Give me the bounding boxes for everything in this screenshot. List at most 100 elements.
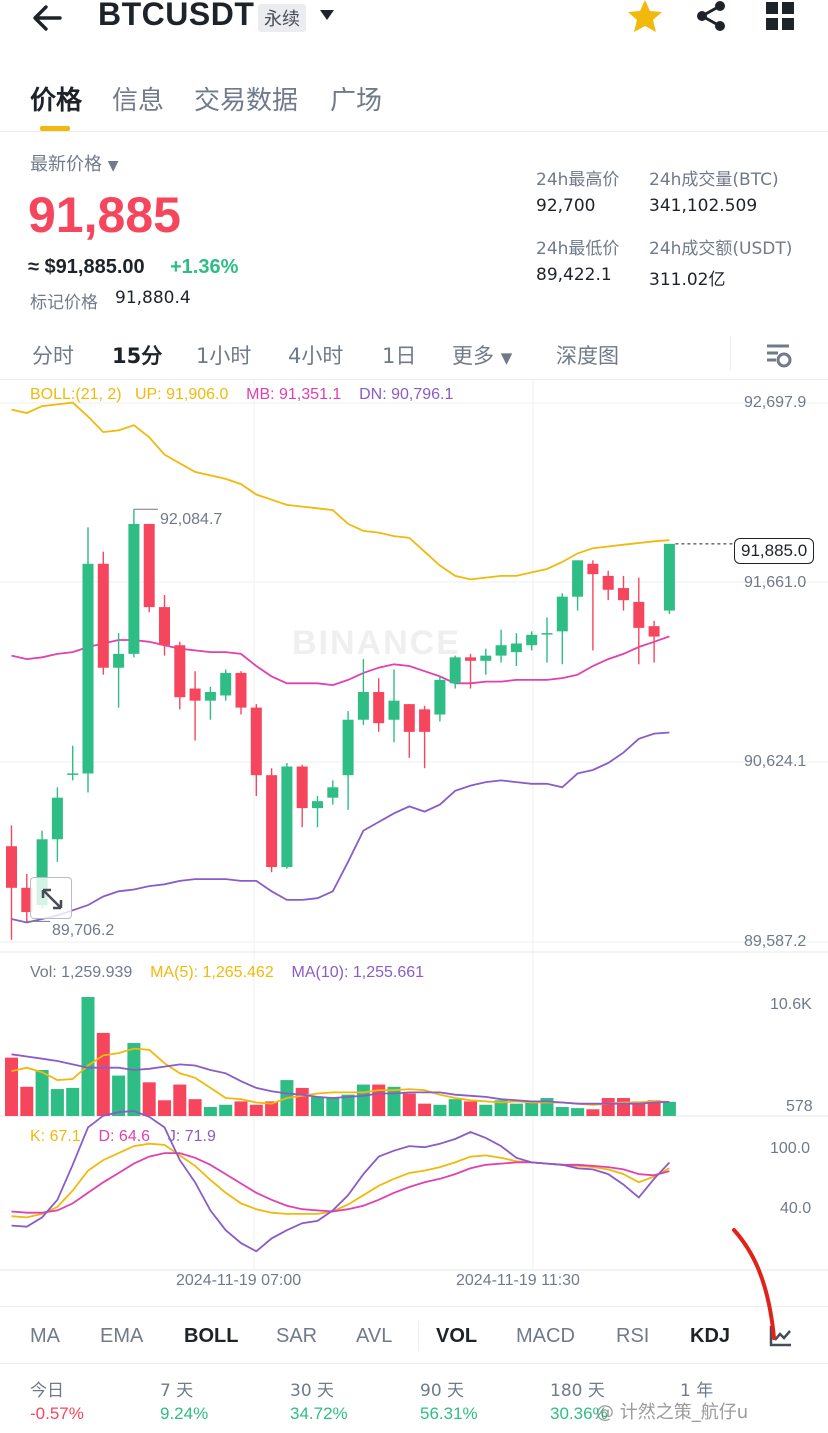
chart-settings-icon[interactable]	[764, 340, 794, 370]
grid-menu-icon[interactable]	[764, 0, 796, 32]
perf-label-1y: 1 年	[680, 1381, 714, 1401]
candle-down	[618, 588, 629, 601]
caret-down-icon[interactable]	[318, 8, 336, 22]
candle-down	[6, 846, 17, 888]
candle-up	[357, 692, 369, 720]
candle-up	[67, 773, 79, 775]
volume-bar	[50, 1089, 64, 1116]
volume-legend: Vol: 1,259.939 MA(5): 1,265.462 MA(10): …	[30, 964, 424, 982]
volume-bar	[555, 1107, 569, 1116]
volume-bar	[326, 1098, 340, 1116]
boll-upper-line	[11, 401, 670, 581]
kdj-tick: 100.0	[770, 1140, 811, 1157]
expand-chart-button[interactable]	[30, 877, 72, 919]
candle-down	[174, 645, 186, 698]
volume-bar	[494, 1100, 508, 1116]
volume-btc-value: 341,102.509	[649, 196, 758, 216]
volume-bar	[219, 1104, 233, 1116]
kdj-d: D: 64.6	[98, 1128, 151, 1145]
volume-bar	[525, 1102, 539, 1116]
volume-bar	[509, 1103, 523, 1116]
candle-down	[21, 887, 33, 913]
tab-price[interactable]: 价格	[30, 86, 83, 116]
interval-4h[interactable]: 4小时	[288, 344, 344, 368]
volume-bar	[601, 1098, 615, 1116]
interval-15m[interactable]: 15分	[112, 344, 163, 368]
candle-down	[602, 575, 614, 590]
kline-chart[interactable]	[0, 380, 828, 1306]
volume-bar	[20, 1086, 34, 1116]
interval-1d[interactable]: 1日	[382, 344, 417, 368]
indicator-settings-icon[interactable]	[768, 1323, 794, 1349]
interval-depth[interactable]: 深度图	[556, 344, 619, 368]
low-24h-value: 89,422.1	[536, 265, 612, 285]
tab-square[interactable]: 广场	[330, 86, 383, 116]
candle-up	[495, 645, 507, 656]
volume-bar	[112, 1075, 126, 1116]
top-bar: BTCUSDT 永续	[0, 0, 828, 42]
boll-legend: BOLL:(21, 2) UP: 91,906.0 MB: 91,351.1 D…	[30, 386, 453, 404]
volume-bar	[418, 1103, 432, 1116]
volume-bar	[81, 997, 95, 1116]
perf-label-today: 今日	[30, 1381, 64, 1401]
candle-down	[143, 523, 155, 608]
divider	[730, 336, 731, 370]
candle-down	[633, 601, 645, 628]
volume-bar	[448, 1099, 462, 1116]
candle-up	[51, 797, 63, 840]
latest-price-label[interactable]: 最新价格 ▼	[30, 154, 119, 175]
favorite-star-icon[interactable]	[626, 0, 664, 34]
indicator-bar: MA EMA BOLL SAR AVL VOL MACD RSI KDJ	[0, 1306, 828, 1364]
kdj-legend: K: 67.1 D: 64.6 J: 71.9	[30, 1128, 216, 1146]
expand-arrows-icon	[41, 888, 63, 910]
candle-down	[97, 563, 109, 668]
tab-info[interactable]: 信息	[112, 86, 165, 116]
tab-trading-data[interactable]: 交易数据	[194, 86, 299, 116]
volume-bar	[632, 1101, 646, 1116]
indicator-kdj[interactable]: KDJ	[690, 1325, 730, 1347]
fade-overlay	[730, 1317, 746, 1353]
contract-type-badge: 永续	[258, 4, 306, 32]
perf-value-7d: 9.24%	[160, 1404, 209, 1423]
date-label: 2024-11-19 07:00	[176, 1272, 302, 1289]
indicator-ema[interactable]: EMA	[100, 1325, 144, 1347]
indicator-rsi[interactable]: RSI	[616, 1325, 650, 1347]
boll-dn: DN: 90,796.1	[359, 386, 454, 403]
candle-up	[510, 643, 522, 653]
interval-1h[interactable]: 1小时	[196, 344, 252, 368]
indicator-boll[interactable]: BOLL	[184, 1325, 239, 1347]
high-24h-label: 24h最高价	[536, 170, 620, 190]
boll-mb: MB: 91,351.1	[246, 386, 342, 403]
interval-more[interactable]: 更多 ▼	[452, 344, 513, 368]
main-tabs: 价格 信息 交易数据 广场	[0, 70, 828, 132]
volume-bar	[142, 1082, 156, 1116]
back-arrow-icon[interactable]	[30, 2, 66, 34]
indicator-ma[interactable]: MA	[30, 1325, 60, 1347]
volume-bar	[173, 1084, 187, 1116]
indicator-vol[interactable]: VOL	[436, 1325, 478, 1347]
divider	[418, 1321, 419, 1351]
high-marker-label: 92,084.7	[160, 511, 223, 528]
current-price-tag[interactable]: 91,885.0	[734, 538, 815, 564]
volume-btc-label: 24h成交量(BTC)	[649, 170, 779, 190]
candle-up	[572, 560, 584, 597]
kdj-j-line	[11, 1110, 671, 1253]
high-24h-value: 92,700	[536, 196, 596, 216]
indicator-macd[interactable]: MACD	[516, 1325, 575, 1347]
volume-bar	[265, 1101, 279, 1116]
candle-up	[449, 657, 461, 684]
volume-bar	[66, 1087, 80, 1116]
mark-price-label: 标记价格	[30, 293, 98, 313]
interval-line[interactable]: 分时	[32, 344, 74, 368]
candle-down	[419, 709, 431, 732]
volume-bar	[249, 1104, 263, 1116]
share-icon[interactable]	[694, 0, 730, 34]
symbol-title[interactable]: BTCUSDT	[98, 0, 255, 32]
perf-label-180d: 180 天	[550, 1381, 605, 1401]
indicator-sar[interactable]: SAR	[276, 1325, 318, 1347]
red-annotation-mark	[732, 1228, 776, 1340]
indicator-avl[interactable]: AVL	[356, 1325, 393, 1347]
candle-up	[220, 672, 232, 696]
kdj-k: K: 67.1	[30, 1128, 81, 1145]
volume-ma10-line	[11, 1053, 670, 1105]
